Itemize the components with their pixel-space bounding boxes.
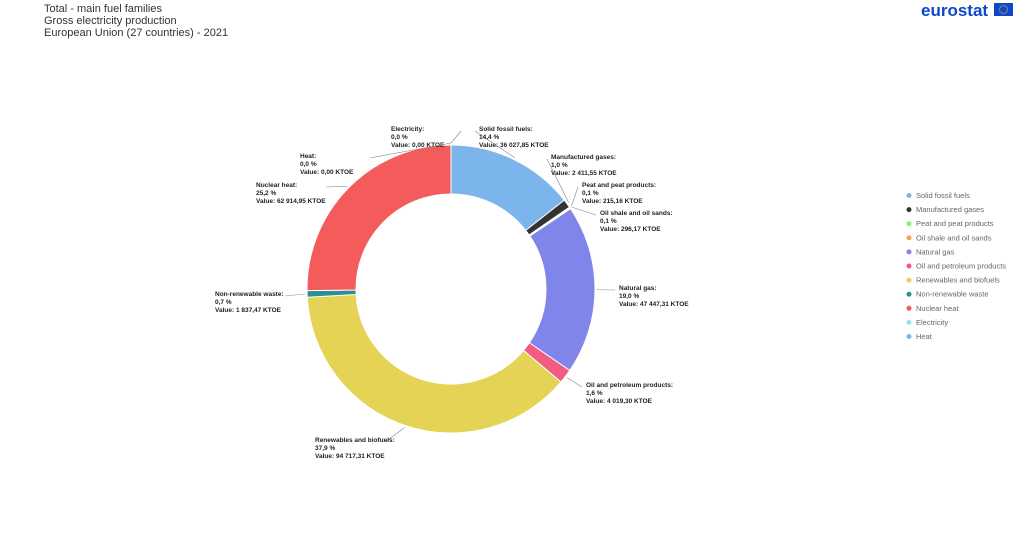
legend-label: Electricity [916, 318, 948, 327]
connector [571, 186, 579, 207]
data-label-value: Value: 36 027,85 KTOE [479, 142, 549, 149]
data-label-name: Non-renewable waste: [215, 291, 284, 298]
data-label-value: Value: 4 019,30 KTOE [586, 398, 653, 405]
legend-label: Renewables and biofuels [916, 276, 1000, 285]
legend-marker [906, 305, 912, 311]
legend-marker [906, 249, 912, 255]
legend-marker [906, 319, 912, 325]
legend-marker [906, 291, 912, 297]
data-label-name: Electricity: [391, 126, 424, 133]
data-label-percent: 1,0 % [551, 162, 568, 169]
legend-label: Oil shale and oil sands [916, 233, 992, 242]
logo-flag [994, 3, 1013, 16]
legend-label: Heat [916, 332, 933, 341]
data-label-name: Natural gas: [619, 285, 657, 292]
data-label-name: Nuclear heat: [256, 182, 297, 189]
legend-label: Manufactured gases [916, 205, 984, 214]
slice [528, 208, 596, 372]
data-label-value: Value: 94 717,31 KTOE [315, 453, 385, 460]
connector [325, 186, 348, 188]
data-label-percent: 37,9 % [315, 445, 335, 452]
legend-label: Non-renewable waste [916, 290, 989, 299]
slice [306, 293, 562, 434]
data-label-value: Value: 0,00 KTOE [391, 142, 445, 149]
connector [450, 130, 462, 144]
legend-marker [906, 193, 912, 198]
legend-marker [906, 334, 912, 339]
data-label-name: Solid fossil fuels: [479, 126, 533, 133]
legend-marker [906, 263, 912, 269]
connector [369, 142, 452, 159]
legend-label: Oil and petroleum products [916, 262, 1006, 271]
data-label-percent: 0,1 % [600, 218, 617, 225]
title-line: Total - main fuel families [44, 3, 162, 15]
data-label-value: Value: 0,00 KTOE [300, 169, 354, 176]
connector [284, 293, 306, 297]
data-label-name: Heat: [300, 153, 316, 160]
data-label-name: Peat and peat products: [582, 182, 656, 189]
connector [571, 206, 597, 216]
data-label-value: Value: 296,17 KTOE [600, 226, 661, 233]
data-label-percent: 0,0 % [391, 134, 408, 141]
data-label-percent: 1,6 % [586, 390, 603, 397]
legend-label: Peat and peat products [916, 219, 994, 228]
data-label-percent: 19,0 % [619, 293, 639, 300]
data-label-value: Value: 1 837,47 KTOE [215, 307, 282, 314]
data-label-value: Value: 215,16 KTOE [582, 198, 643, 205]
data-label-name: Oil and petroleum products: [586, 382, 673, 389]
logo-stars [998, 4, 1009, 15]
connector [474, 130, 516, 158]
data-label-name: Oil shale and oil sands: [600, 210, 673, 217]
title-line: European Union (27 countries) - 2021 [44, 27, 228, 39]
data-label-percent: 0,7 % [215, 299, 232, 306]
slice [306, 144, 452, 292]
data-label-percent: 0,1 % [582, 190, 599, 197]
legend-marker [906, 221, 912, 227]
connector [546, 158, 569, 203]
legend-marker [906, 207, 912, 213]
title-line: Gross electricity production [44, 15, 177, 27]
connector [384, 427, 405, 443]
data-label-value: Value: 47 447,31 KTOE [619, 301, 689, 308]
legend-label: Nuclear heat [916, 304, 959, 313]
legend-label: Natural gas [916, 247, 955, 256]
data-label-percent: 25,2 % [256, 190, 276, 197]
data-label-name: Manufactured gases: [551, 154, 616, 161]
data-label-value: Value: 62 914,95 KTOE [256, 198, 326, 205]
legend-label: Solid fossil fuels [916, 191, 970, 200]
data-label-percent: 14,4 % [479, 134, 499, 141]
legend-marker [906, 235, 912, 241]
data-label-value: Value: 2 411,55 KTOE [551, 170, 617, 177]
connector [566, 377, 583, 388]
data-label-name: Renewables and biofuels: [315, 437, 395, 444]
data-label-percent: 0,0 % [300, 161, 317, 168]
legend-marker [906, 277, 912, 283]
logo-text: eurostat [921, 1, 988, 20]
